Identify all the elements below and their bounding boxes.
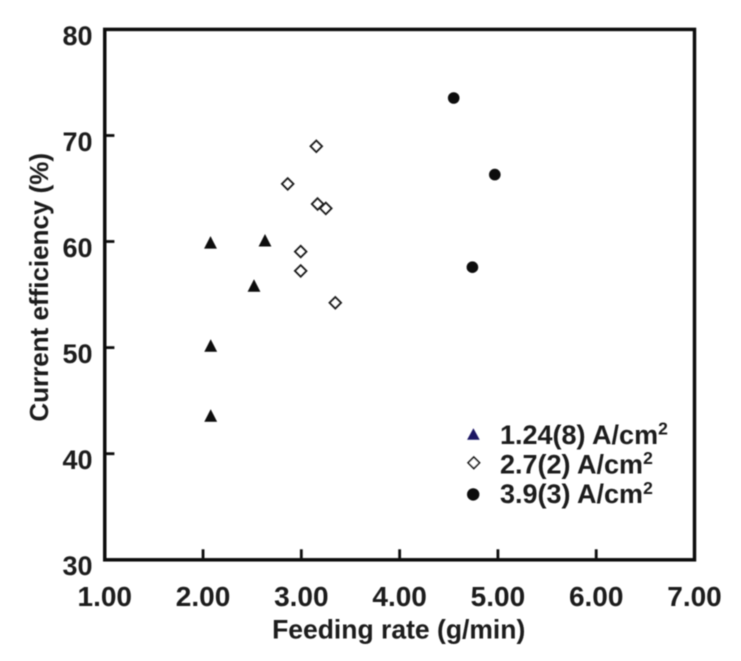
svg-text:3.9(3) A/cm2: 3.9(3) A/cm2 [500,478,653,509]
svg-text:30: 30 [62,551,92,581]
svg-text:2.7(2) A/cm2: 2.7(2) A/cm2 [500,448,653,479]
svg-text:2.00: 2.00 [176,581,231,612]
svg-text:70: 70 [62,127,92,157]
svg-text:6.00: 6.00 [569,581,624,612]
svg-text:50: 50 [62,339,92,369]
svg-text:3.00: 3.00 [274,581,329,612]
svg-text:7.00: 7.00 [667,581,722,612]
svg-text:4.00: 4.00 [372,581,427,612]
svg-text:60: 60 [62,233,92,263]
svg-text:Current efficiency (%): Current efficiency (%) [24,153,54,422]
svg-text:1.00: 1.00 [78,581,133,612]
svg-text:Feeding rate (g/min): Feeding rate (g/min) [272,614,525,644]
svg-text:80: 80 [62,21,92,51]
svg-text:5.00: 5.00 [471,581,526,612]
svg-text:40: 40 [62,445,92,475]
svg-text:1.24(8) A/cm2: 1.24(8) A/cm2 [500,419,668,450]
